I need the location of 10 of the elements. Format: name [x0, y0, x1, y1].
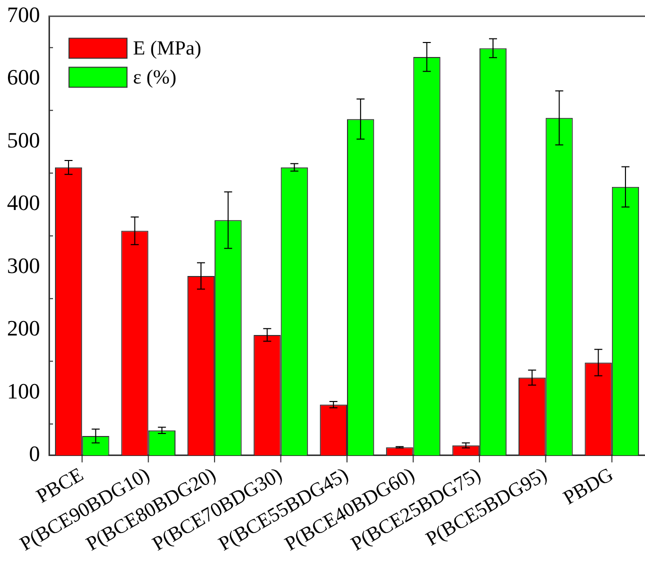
y-tick-label: 0 — [29, 441, 40, 466]
y-tick-label: 600 — [7, 64, 40, 90]
y-tick-label: 500 — [7, 127, 40, 152]
y-tick-label: 700 — [7, 2, 40, 27]
legend-label: E (MPa) — [133, 37, 202, 60]
y-tick-label: 200 — [7, 316, 40, 341]
legend-label: ε (%) — [133, 66, 176, 88]
y-tick-label: 300 — [7, 252, 40, 278]
y-tick-label: 400 — [7, 190, 40, 216]
y-tick-label: 100 — [7, 378, 40, 404]
